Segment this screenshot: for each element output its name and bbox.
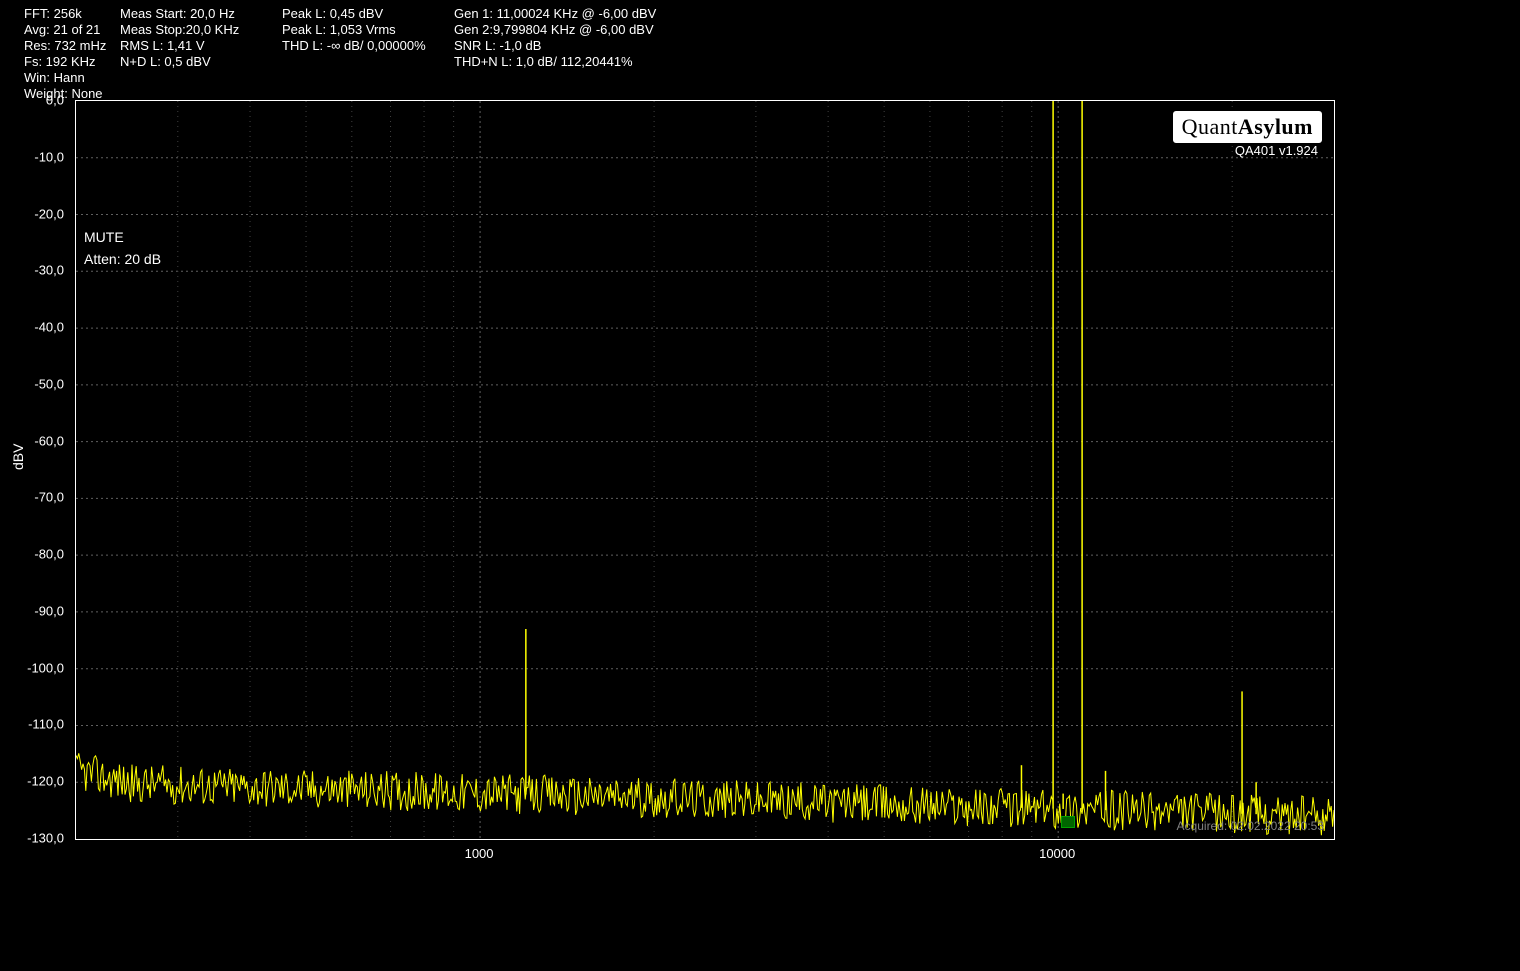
readout: RMS L: 1,41 V <box>120 38 239 54</box>
brand-part2: Asylum <box>1238 114 1313 139</box>
version-label: QA401 v1.924 <box>1235 143 1318 158</box>
readout: N+D L: 0,5 dBV <box>120 54 239 70</box>
readout: Gen 1: 11,00024 KHz @ -6,00 dBV <box>454 6 656 22</box>
brand-part1: Quant <box>1182 114 1238 139</box>
spectrum-plot[interactable]: MUTE Atten: 20 dB QuantAsylum QA401 v1.9… <box>75 100 1335 840</box>
readout: Res: 732 mHz <box>24 38 106 54</box>
readout: Gen 2:9,799804 KHz @ -6,00 dBV <box>454 22 656 38</box>
readout: THD L: -∞ dB/ 0,00000% <box>282 38 426 54</box>
readout: SNR L: -1,0 dB <box>454 38 656 54</box>
header-col-2: Peak L: 0,45 dBV Peak L: 1,053 Vrms THD … <box>282 6 426 54</box>
x-tick-label: 1000 <box>465 846 494 861</box>
y-tick-label: -80,0 <box>4 547 64 562</box>
readout: Win: Hann <box>24 70 106 86</box>
y-tick-label: -130,0 <box>4 831 64 846</box>
y-axis-labels: 0,0-10,0-20,0-30,0-40,0-50,0-60,0-70,0-8… <box>0 100 70 840</box>
brand-logo: QuantAsylum <box>1173 111 1322 143</box>
readout: Avg: 21 of 21 <box>24 22 106 38</box>
noise-floor-trace <box>76 753 1334 835</box>
readout: Meas Start: 20,0 Hz <box>120 6 239 22</box>
y-tick-label: -90,0 <box>4 603 64 618</box>
readout: Fs: 192 KHz <box>24 54 106 70</box>
y-tick-label: -110,0 <box>4 717 64 732</box>
readout: FFT: 256k <box>24 6 106 22</box>
readout: THD+N L: 1,0 dB/ 112,20441% <box>454 54 656 70</box>
atten-indicator: Atten: 20 dB <box>84 251 161 267</box>
y-tick-label: -50,0 <box>4 376 64 391</box>
y-tick-label: -120,0 <box>4 774 64 789</box>
y-tick-label: -30,0 <box>4 263 64 278</box>
y-tick-label: -20,0 <box>4 206 64 221</box>
readout: Meas Stop:20,0 KHz <box>120 22 239 38</box>
mute-indicator: MUTE <box>84 229 124 245</box>
y-tick-label: -10,0 <box>4 149 64 164</box>
header-col-0: FFT: 256k Avg: 21 of 21 Res: 732 mHz Fs:… <box>24 6 106 102</box>
header-col-1: Meas Start: 20,0 Hz Meas Stop:20,0 KHz R… <box>120 6 239 70</box>
x-tick-label: 10000 <box>1039 846 1075 861</box>
y-tick-label: -70,0 <box>4 490 64 505</box>
y-tick-label: -100,0 <box>4 660 64 675</box>
y-tick-label: -60,0 <box>4 433 64 448</box>
y-tick-label: 0,0 <box>4 93 64 108</box>
header-col-3: Gen 1: 11,00024 KHz @ -6,00 dBV Gen 2:9,… <box>454 6 656 70</box>
y-tick-label: -40,0 <box>4 320 64 335</box>
spectrum-svg <box>76 101 1334 839</box>
acquired-timestamp: Acquired: 02.02.2022 20:53 <box>1177 819 1324 833</box>
readout: Peak L: 1,053 Vrms <box>282 22 426 38</box>
freq-marker[interactable] <box>1061 816 1075 828</box>
readout: Peak L: 0,45 dBV <box>282 6 426 22</box>
